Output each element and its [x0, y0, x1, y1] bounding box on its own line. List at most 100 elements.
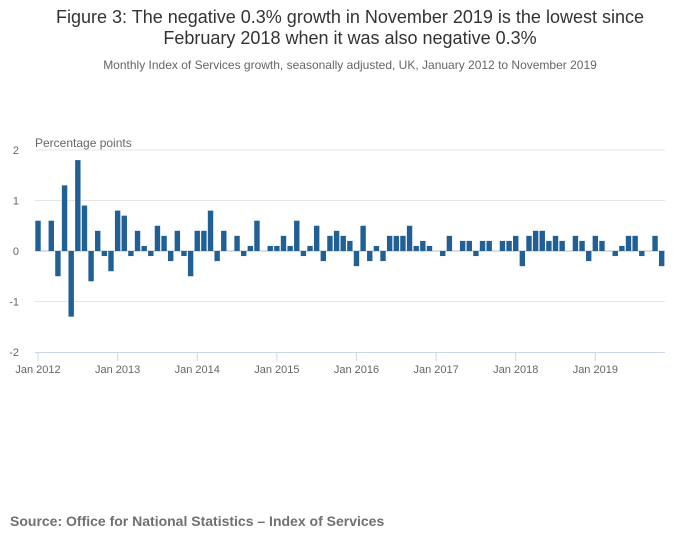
bar — [625, 235, 632, 251]
bar — [280, 235, 287, 251]
bar — [420, 240, 426, 251]
bar — [141, 245, 147, 251]
bar — [81, 205, 88, 251]
bar — [473, 251, 479, 257]
bar — [459, 240, 466, 251]
x-tick-label: Jan 2015 — [254, 364, 299, 376]
bar — [240, 251, 247, 257]
bar — [579, 240, 585, 251]
y-tick-label: 1 — [13, 196, 19, 208]
bar — [114, 210, 121, 251]
bar — [572, 235, 579, 251]
x-tick-label: Jan 2018 — [493, 364, 538, 376]
bar — [552, 235, 559, 251]
bar — [287, 245, 293, 251]
bar — [353, 251, 360, 267]
bar — [108, 251, 114, 272]
bar — [307, 245, 313, 251]
y-tick-label: 0 — [13, 246, 19, 258]
bar — [386, 235, 393, 251]
bar — [559, 240, 565, 251]
bar — [440, 251, 446, 257]
bar — [161, 235, 167, 251]
chart-title-line-1: Figure 3: The negative 0.3% growth in No… — [56, 7, 644, 27]
bar — [254, 220, 260, 251]
y-axis-label: Percentage points — [35, 136, 132, 150]
bar — [154, 225, 161, 251]
bar — [539, 230, 545, 251]
bar — [592, 235, 599, 251]
x-tick-label: Jan 2019 — [573, 364, 618, 376]
chart-title: Figure 3: The negative 0.3% growth in No… — [0, 7, 700, 49]
bar — [168, 251, 174, 262]
y-tick-label: -1 — [9, 297, 19, 309]
bar — [367, 251, 373, 262]
bar — [333, 230, 340, 251]
bar — [134, 230, 141, 251]
bar — [128, 251, 134, 257]
bar — [526, 235, 532, 251]
bar — [532, 230, 539, 251]
bar — [320, 251, 327, 262]
x-tick-label: Jan 2014 — [175, 364, 220, 376]
bar — [61, 185, 68, 251]
bar — [446, 235, 453, 251]
bar — [519, 251, 526, 267]
bar — [486, 240, 492, 251]
bar — [148, 251, 154, 257]
bar — [658, 251, 665, 267]
bar — [466, 240, 472, 251]
x-tick-label: Jan 2013 — [95, 364, 140, 376]
bar — [586, 251, 592, 262]
bar — [426, 245, 433, 251]
bar — [35, 220, 41, 251]
bar — [619, 245, 625, 251]
bar — [347, 240, 353, 251]
bar — [55, 251, 61, 277]
bar — [48, 220, 54, 251]
bar — [406, 225, 413, 251]
x-tick-label: Jan 2012 — [15, 364, 60, 376]
bar — [327, 235, 333, 251]
y-tick-label: -2 — [9, 347, 19, 359]
bar — [267, 245, 273, 251]
bar — [413, 245, 419, 251]
bar — [121, 215, 127, 251]
bar — [599, 240, 605, 251]
bar — [294, 220, 300, 251]
bar — [214, 251, 220, 262]
chart-title-line-2: February 2018 when it was also negative … — [163, 28, 537, 48]
bar — [221, 230, 227, 251]
bar — [506, 240, 512, 251]
x-tick-label: Jan 2016 — [334, 364, 379, 376]
bar — [360, 225, 366, 251]
bar — [632, 235, 638, 251]
bar — [101, 251, 108, 257]
bar — [181, 251, 187, 257]
bar — [300, 251, 307, 257]
bar — [207, 210, 214, 251]
bar — [499, 240, 506, 251]
bar — [393, 235, 399, 251]
y-tick-label: 2 — [13, 145, 19, 157]
x-tick-label: Jan 2017 — [413, 364, 458, 376]
chart-subtitle: Monthly Index of Services growth, season… — [103, 58, 597, 72]
bar — [75, 160, 81, 251]
bar — [546, 240, 552, 251]
bar — [68, 251, 74, 317]
bar — [274, 245, 280, 251]
bar — [313, 225, 320, 251]
bar — [652, 235, 658, 251]
bar — [194, 230, 200, 251]
bar — [88, 251, 94, 282]
source-note: Source: Office for National Statistics –… — [10, 513, 385, 529]
bar — [201, 230, 207, 251]
bar — [513, 235, 519, 251]
bar — [187, 251, 194, 277]
bar — [639, 251, 645, 257]
bar — [234, 235, 240, 251]
bar — [612, 251, 618, 257]
bar — [340, 235, 346, 251]
bar — [174, 230, 181, 251]
